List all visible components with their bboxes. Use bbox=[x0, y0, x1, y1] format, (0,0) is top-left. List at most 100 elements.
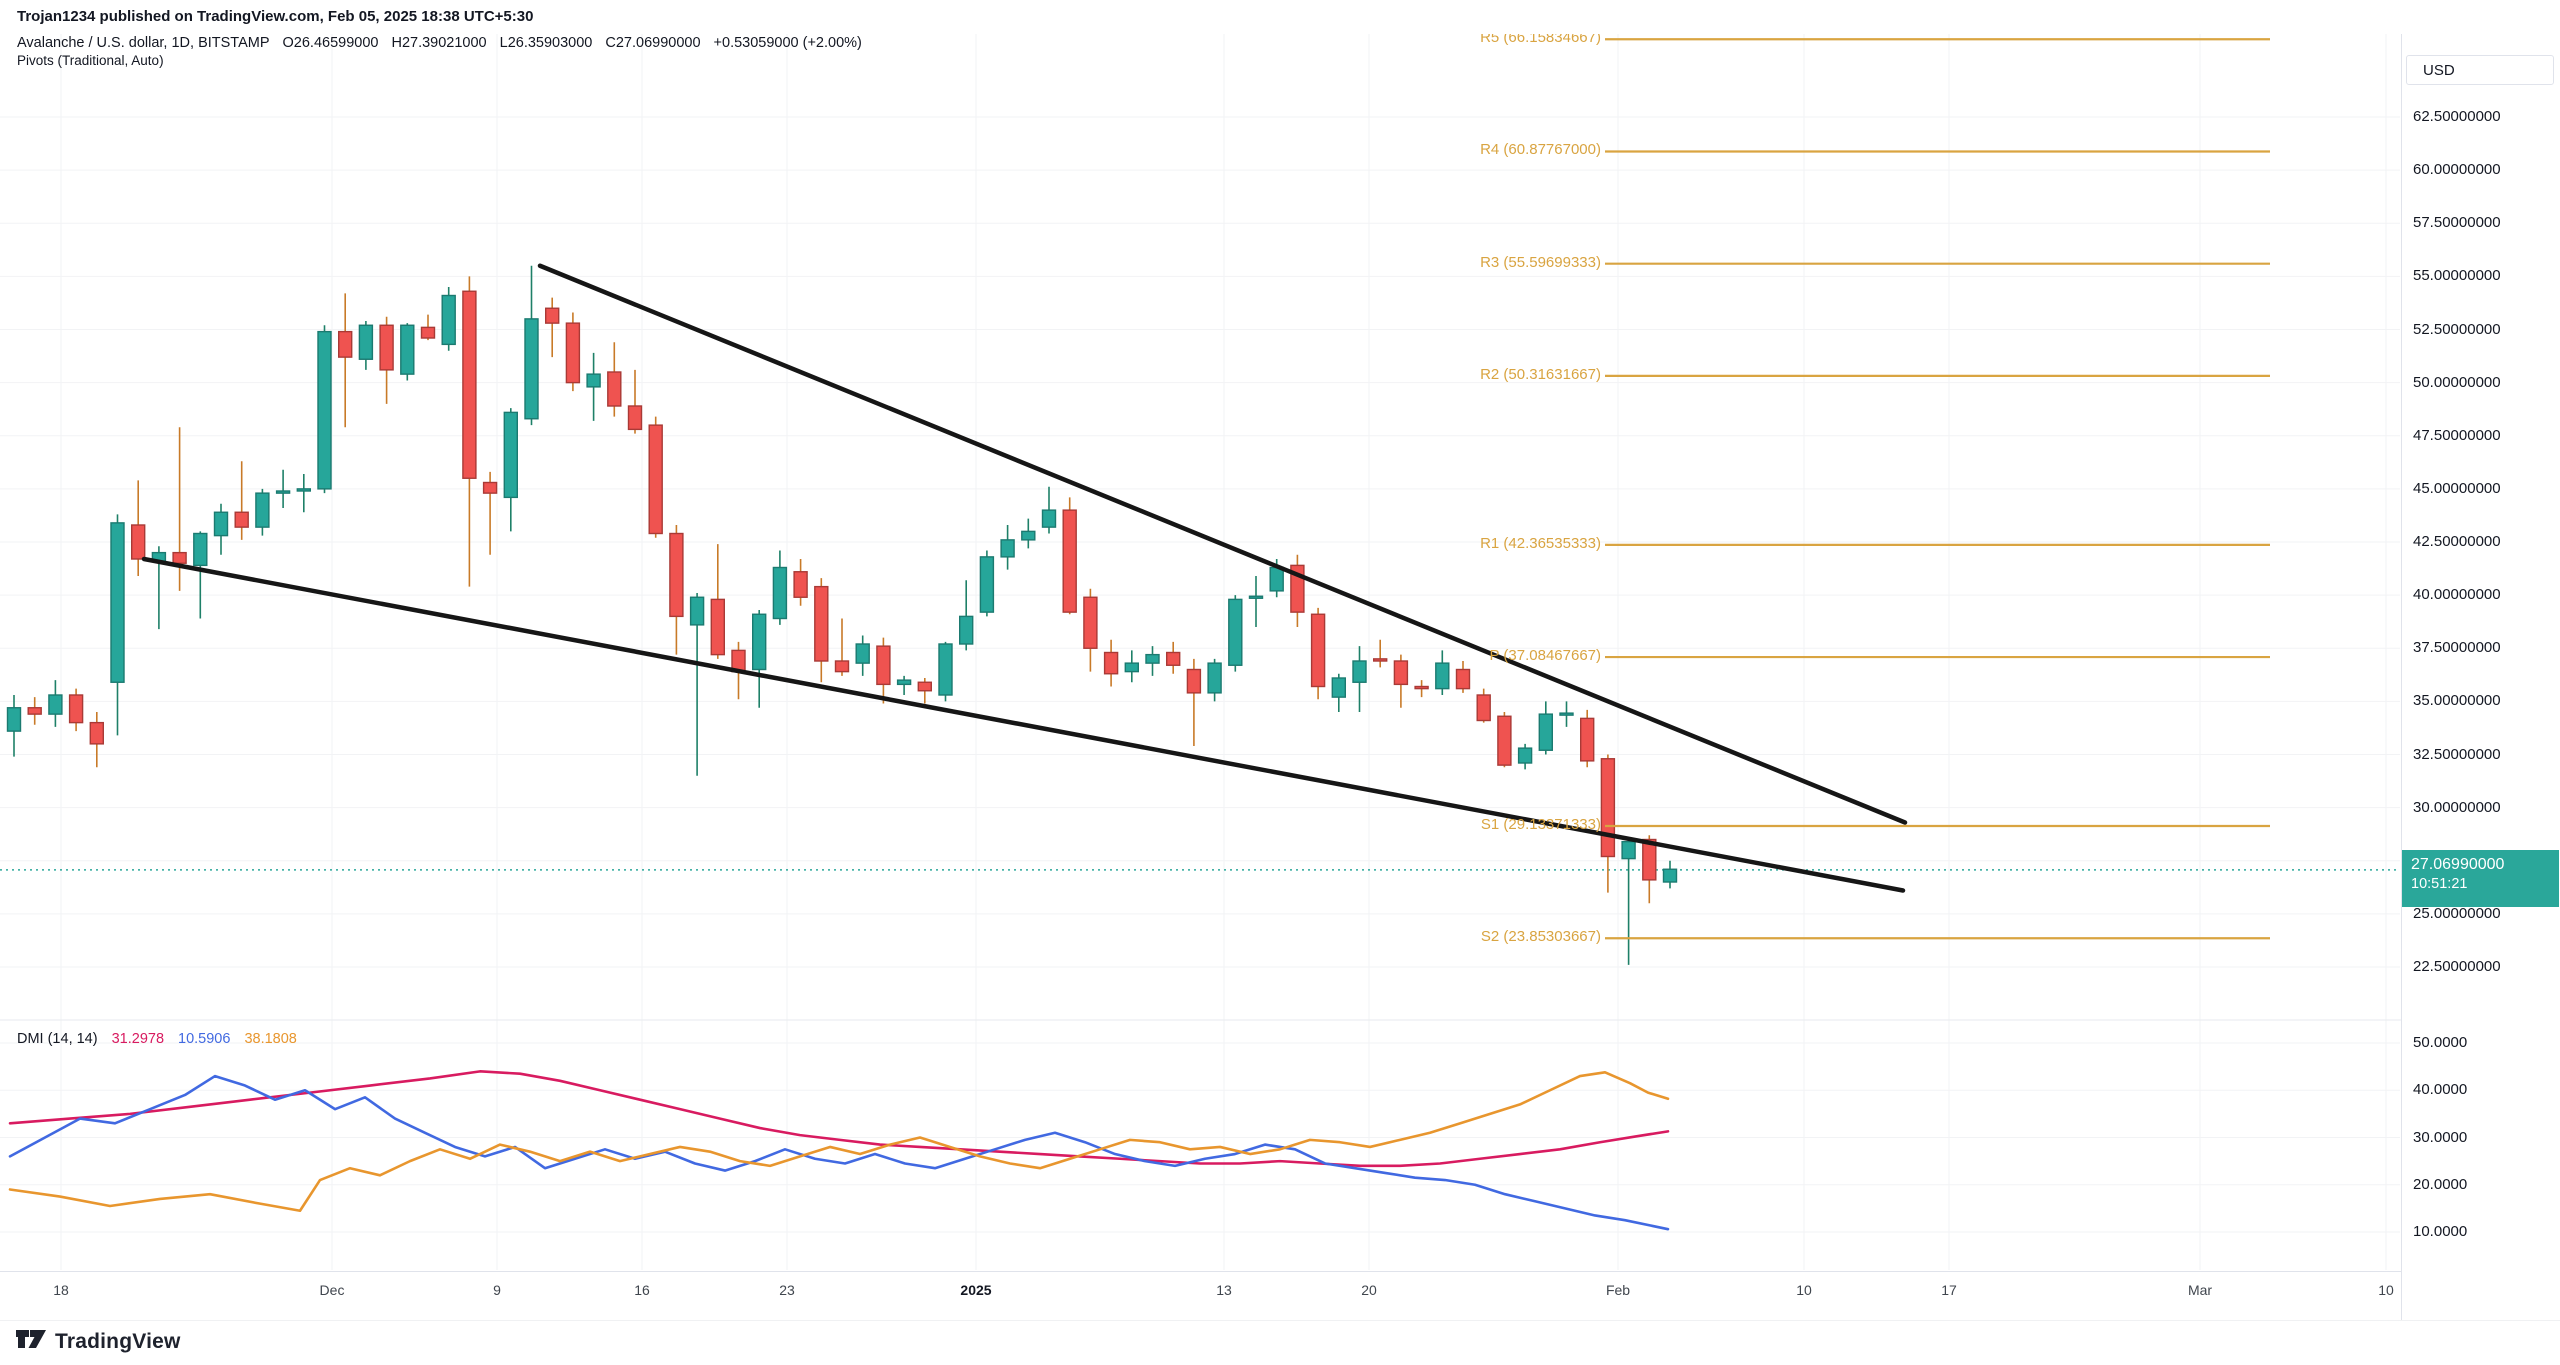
dmi-line-ADX bbox=[8, 1070, 1670, 1168]
candle-body bbox=[172, 551, 187, 564]
candle-body bbox=[959, 615, 974, 645]
time-axis-label: 2025 bbox=[960, 1282, 992, 1298]
pivot-label-P: P (37.08467667) bbox=[1489, 647, 1601, 665]
dmi-line-+DI bbox=[8, 1074, 1670, 1231]
price-scale[interactable]: USD 62.50000000 60.00000000 57.50000000 55.… bbox=[2401, 0, 2560, 1320]
candle-body bbox=[296, 488, 311, 492]
candle-body bbox=[917, 681, 932, 692]
candle-body bbox=[1455, 668, 1471, 690]
tradingview-logo-link[interactable]: TradingView bbox=[16, 1329, 181, 1355]
candle-body bbox=[524, 318, 539, 420]
candle-body bbox=[1331, 677, 1347, 698]
candle-body bbox=[234, 511, 249, 528]
published-attribution: Trojan1234 published on TradingView.com,… bbox=[17, 8, 534, 25]
candle-body bbox=[710, 598, 725, 656]
candle-body bbox=[1165, 651, 1181, 666]
pivots-indicator-legend[interactable]: Pivots (Traditional, Auto) bbox=[17, 53, 164, 68]
ohlc-change: +0.53059000 (+2.00%) bbox=[713, 35, 862, 51]
dmi-title: DMI (14, 14) bbox=[17, 1031, 98, 1047]
dmi-tick-label: 50.0000 bbox=[2413, 1034, 2468, 1051]
candle-body bbox=[1124, 662, 1140, 673]
candle-body bbox=[938, 643, 953, 696]
price-tick-label: 50.00000000 bbox=[2413, 373, 2501, 391]
header-band bbox=[0, 0, 2560, 34]
candle-body bbox=[1497, 715, 1512, 766]
candle-body bbox=[669, 532, 684, 618]
dmi-minus-di-value: 38.1808 bbox=[244, 1031, 297, 1047]
candle-body bbox=[89, 721, 105, 745]
candle-body bbox=[358, 324, 374, 360]
candle-body bbox=[1662, 868, 1678, 883]
candle-body bbox=[1310, 613, 1326, 688]
pivot-label-R4: R4 (60.87767000) bbox=[1480, 141, 1601, 159]
candle-body bbox=[793, 571, 808, 598]
price-tick-label: 40.00000000 bbox=[2413, 586, 2501, 604]
candle-body bbox=[68, 694, 84, 724]
candle-body bbox=[545, 307, 560, 324]
price-tick-label: 47.50000000 bbox=[2413, 426, 2501, 444]
candle-body bbox=[772, 566, 788, 620]
candle-body bbox=[1352, 660, 1367, 683]
candle-body bbox=[1476, 694, 1491, 722]
last-price-value: 27.06990000 bbox=[2411, 856, 2505, 873]
pivot-label-R1: R1 (42.36535333) bbox=[1480, 534, 1601, 552]
candle-body bbox=[1103, 651, 1119, 675]
price-tick-label: 60.00000000 bbox=[2413, 161, 2501, 179]
candle-body bbox=[110, 522, 125, 683]
dmi-line--DI bbox=[8, 1070, 1670, 1213]
trendline-lower-wedge[interactable] bbox=[141, 556, 1906, 893]
ohlc-close: C27.06990000 bbox=[605, 35, 701, 51]
candle-body bbox=[193, 532, 208, 567]
price-tick-label: 22.50000000 bbox=[2413, 958, 2501, 975]
ohlc-open: O26.46599000 bbox=[282, 35, 379, 51]
price-tick-label: 52.50000000 bbox=[2413, 320, 2501, 338]
price-tick-label: 45.00000000 bbox=[2413, 479, 2501, 497]
candle-body bbox=[317, 330, 332, 490]
time-axis-label: Feb bbox=[1605, 1282, 1631, 1298]
candle-body bbox=[1062, 509, 1077, 613]
candle-body bbox=[462, 290, 477, 479]
time-axis-label: Dec bbox=[319, 1282, 345, 1298]
time-scale[interactable]: 18 Dec 9 16 23 2025 13 20 Feb 10 17 Mar 10 bbox=[0, 1271, 2560, 1321]
ohlc-high: H27.39021000 bbox=[391, 35, 487, 51]
price-tick-label: 35.00000000 bbox=[2413, 692, 2501, 710]
ohlc-low: L26.35903000 bbox=[499, 35, 593, 51]
candle-body bbox=[338, 330, 353, 358]
tradingview-logo-icon bbox=[16, 1330, 46, 1348]
dmi-tick-label: 30.0000 bbox=[2413, 1128, 2468, 1146]
candle-body bbox=[1538, 713, 1554, 751]
pivot-label-R3: R3 (55.59699333) bbox=[1480, 253, 1601, 271]
trendline-upper-wedge[interactable] bbox=[537, 263, 1908, 825]
dmi-indicator-legend[interactable]: DMI (14, 14) 31.2978 10.5906 38.1808 bbox=[17, 1031, 311, 1047]
candle-body bbox=[213, 511, 229, 537]
currency-toggle-button[interactable]: USD bbox=[2406, 55, 2554, 85]
candle-body bbox=[1559, 712, 1574, 716]
price-tick-label: 25.00000000 bbox=[2413, 904, 2501, 922]
candle-body bbox=[275, 490, 291, 494]
candle-body bbox=[130, 524, 146, 560]
candle-body bbox=[1393, 660, 1409, 686]
candle-body bbox=[1228, 598, 1243, 666]
candle-body bbox=[6, 707, 22, 732]
price-tick-label: 62.50000000 bbox=[2413, 108, 2501, 125]
price-tick-label: 42.50000000 bbox=[2413, 533, 2501, 550]
candle-body bbox=[1083, 596, 1098, 649]
candle-body bbox=[979, 556, 995, 613]
candle-body bbox=[648, 424, 663, 535]
candle-body bbox=[896, 679, 912, 686]
candle-body bbox=[255, 492, 270, 528]
candle-body bbox=[1642, 838, 1657, 881]
candle-body bbox=[1414, 685, 1429, 690]
candle-body bbox=[1600, 758, 1616, 858]
price-tick-label: 32.50000000 bbox=[2413, 745, 2501, 763]
last-price-badge: 27.06990000 10:51:21 bbox=[2402, 850, 2559, 907]
candle-body bbox=[627, 405, 643, 431]
bar-countdown: 10:51:21 bbox=[2411, 876, 2468, 892]
time-axis-label: 23 bbox=[779, 1282, 795, 1298]
chart-legend[interactable]: Avalanche / U.S. dollar, 1D, BITSTAMP O26… bbox=[17, 35, 875, 51]
candle-body bbox=[482, 481, 498, 494]
pivot-label-R2: R2 (50.31631667) bbox=[1480, 365, 1601, 383]
pivot-label-S1: S1 (29.13371333) bbox=[1480, 816, 1601, 834]
